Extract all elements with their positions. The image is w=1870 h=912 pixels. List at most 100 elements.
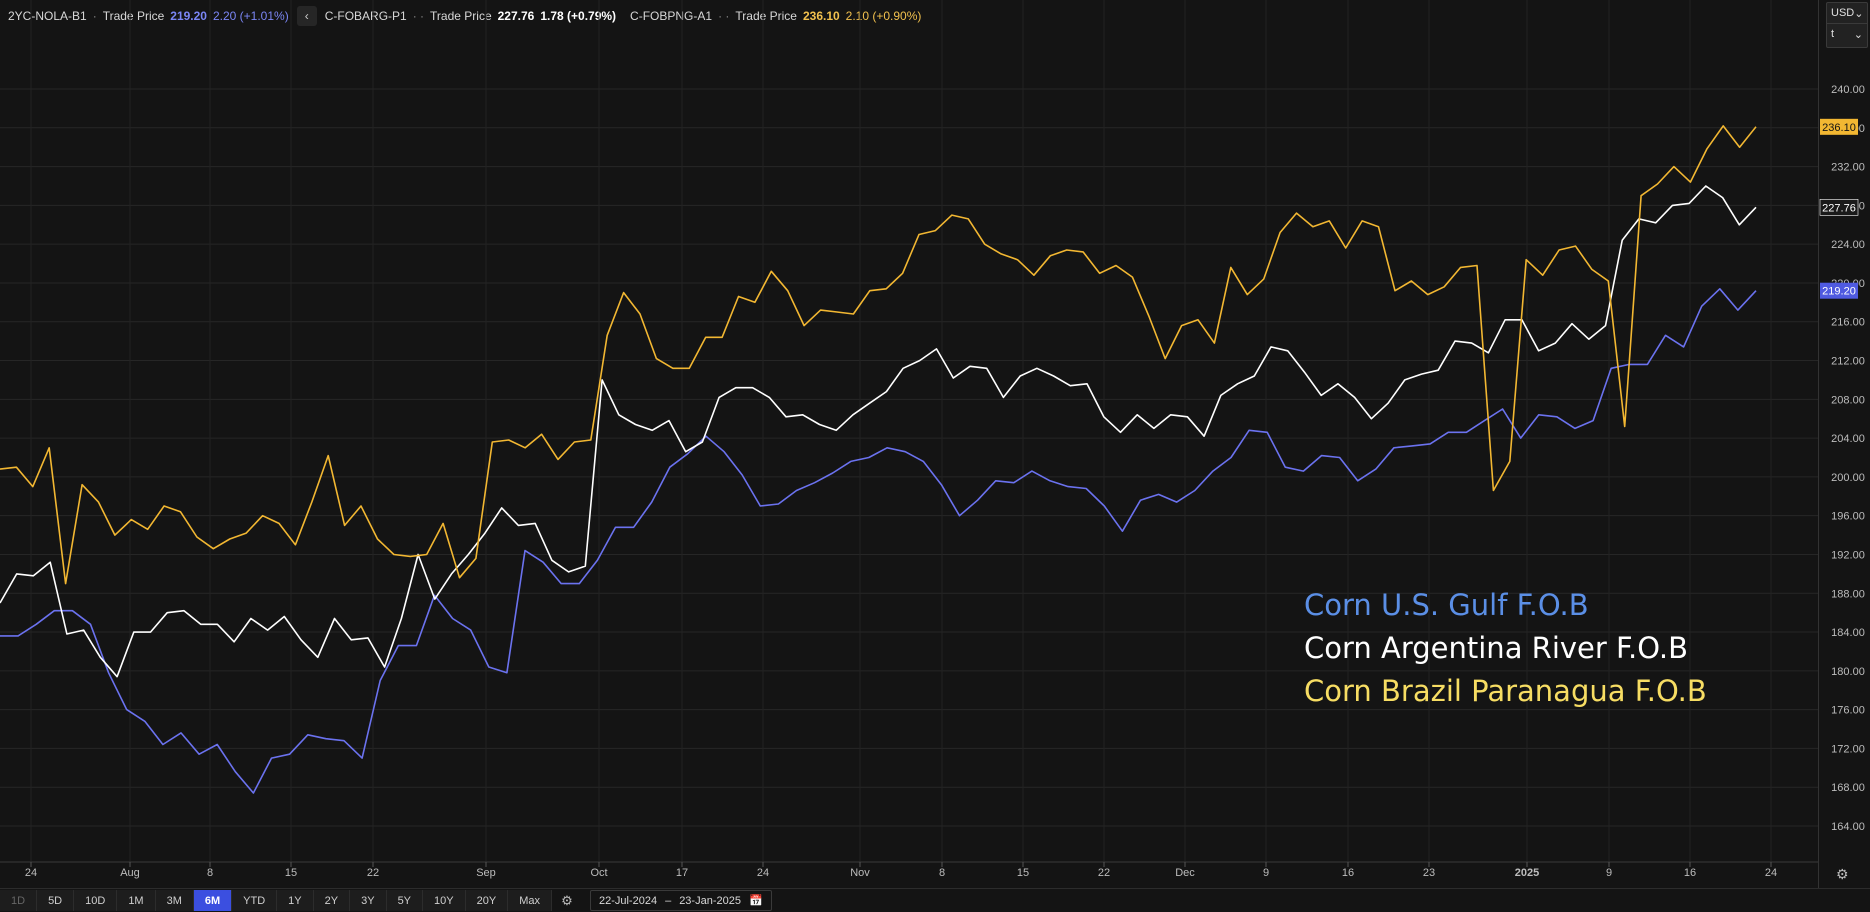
currency-selector[interactable]: USD ⌄ t ⌄ — [1826, 2, 1868, 48]
x-tick-label: Sep — [476, 867, 496, 879]
y-tick-label: 168.00 — [1831, 782, 1865, 794]
range-button-3y[interactable]: 3Y — [350, 890, 387, 911]
range-button-1y[interactable]: 1Y — [277, 890, 314, 911]
x-tick-label: 22 — [367, 867, 379, 879]
legend-price: 227.76 — [497, 9, 535, 23]
last-price-label: 219.20 — [1822, 286, 1856, 298]
last-price-label: 227.76 — [1822, 202, 1856, 214]
x-tick-label: Nov — [850, 867, 870, 879]
gear-icon[interactable]: ⚙ — [1836, 866, 1849, 882]
y-tick-label: 164.00 — [1831, 821, 1865, 833]
last-price-badge — [1820, 118, 1858, 135]
legend-item-brazil[interactable]: C-FOBPNG-A1 · · Trade Price 236.10 2.10 … — [616, 9, 921, 23]
x-tick-label: 15 — [1017, 867, 1029, 879]
y-tick-label: 196.00 — [1831, 511, 1865, 523]
x-tick-label: 9 — [1606, 867, 1612, 879]
x-tick-label: 22 — [1098, 867, 1110, 879]
range-button-ytd[interactable]: YTD — [232, 890, 278, 911]
legend-price: 236.10 — [802, 9, 840, 23]
x-tick-label: 23 — [1423, 867, 1435, 879]
series-line-c-fobpng-a1 — [0, 125, 1757, 585]
y-axis: 164.00 168.00 172.00 176.00 180.00 184.00 188.… — [1831, 84, 1865, 833]
legend-label: Trade Price — [430, 9, 492, 23]
date-from: 22-Jul-2024 — [598, 894, 658, 907]
y-tick-label: 224.00 — [1831, 239, 1865, 251]
y-tick-label: 176.00 — [1831, 705, 1865, 717]
y-tick-label: 200.00 — [1831, 472, 1865, 484]
y-tick-label: 192.00 — [1831, 549, 1865, 561]
range-button-5y[interactable]: 5Y — [386, 890, 424, 911]
last-price-labels: 219.20 227.76 236.10 — [1819, 118, 1859, 299]
last-price-label: 236.10 — [1822, 122, 1856, 134]
last-price-badge — [1819, 199, 1859, 216]
series-layer — [0, 125, 1757, 794]
date-separator: – — [665, 894, 672, 907]
y-tick-label: 216.00 — [1831, 317, 1865, 329]
last-price-badge — [1820, 282, 1858, 299]
y-tick-label: 184.00 — [1831, 627, 1865, 639]
series-legend-bar: 2YC-NOLA-B1 · Trade Price 219.20 2.20 (+… — [0, 0, 1870, 32]
date-to: 23-Jan-2025 — [679, 894, 741, 907]
x-tick-label: 9 — [1263, 867, 1269, 879]
x-tick-label: 8 — [207, 867, 213, 879]
y-tick-label: 240.00 — [1831, 84, 1865, 96]
chevron-down-icon: ⌄ — [1853, 28, 1863, 41]
legend-label: Trade Price — [735, 9, 797, 23]
x-tick-label: 24 — [25, 867, 37, 879]
x-tick-label: 24 — [1765, 867, 1777, 879]
gear-icon[interactable]: ⚙ — [561, 892, 573, 908]
range-button-2y[interactable]: 2Y — [313, 890, 351, 911]
legend-separator: · · — [718, 9, 730, 23]
series-line-c-fobarg-p1 — [0, 185, 1757, 678]
date-range-picker[interactable]: 22-Jul-2024 – 23-Jan-2025 📅 — [589, 890, 772, 911]
legend-change: 2.10 (+0.90%) — [845, 9, 922, 23]
range-button-3m[interactable]: 3M — [155, 890, 194, 911]
annotation-argentina: Corn Argentina River F.O.B — [1304, 631, 1689, 665]
y-tick-label: 232.00 — [1831, 162, 1865, 174]
legend-separator: · — [92, 9, 97, 23]
range-button-max[interactable]: Max — [508, 890, 552, 911]
currency-label: USD — [1831, 7, 1855, 19]
range-buttons: 1D 5D 10D 1M 3M 6M YTD 1Y 2Y 3Y 5Y 10Y 20Y Max — [0, 890, 552, 911]
legend-change: 1.78 (+0.79%) — [540, 9, 617, 23]
y-tick-label: 180.00 — [1831, 666, 1865, 678]
y-tick-label: 212.00 — [1831, 356, 1865, 368]
range-button-6m[interactable]: 6M — [193, 890, 233, 911]
x-tick-label: 24 — [757, 867, 769, 879]
x-tick-label: 16 — [1684, 867, 1696, 879]
legend-symbol: C-FOBARG-P1 — [324, 9, 407, 23]
range-button-20y[interactable]: 20Y — [465, 890, 509, 911]
currency-row[interactable]: USD ⌄ — [1827, 3, 1867, 23]
range-button-1d[interactable]: 1D — [0, 890, 38, 911]
chevron-down-icon: ⌄ — [1854, 7, 1864, 20]
y-tick-label: 188.00 — [1831, 588, 1865, 600]
x-tick-label: Oct — [590, 867, 607, 879]
range-button-5d[interactable]: 5D — [37, 890, 75, 911]
x-tick-label: Dec — [1175, 867, 1195, 879]
legend-item-argentina[interactable]: C-FOBARG-P1 · · Trade Price 227.76 1.78 … — [317, 9, 616, 23]
range-button-10y[interactable]: 10Y — [423, 890, 466, 911]
legend-symbol: 2YC-NOLA-B1 — [8, 9, 87, 23]
unit-label: t — [1831, 28, 1835, 40]
range-button-1m[interactable]: 1M — [117, 890, 156, 911]
chart-grid — [0, 0, 1818, 862]
legend-price: 219.20 — [170, 9, 207, 23]
x-tick-label: 17 — [676, 867, 688, 879]
x-tick-label: 8 — [939, 867, 945, 879]
y-tick-label: 208.00 — [1831, 394, 1865, 406]
unit-row[interactable]: t ⌄ — [1827, 23, 1867, 44]
y-tick-label: 204.00 — [1831, 433, 1865, 445]
legend-item-us-gulf[interactable]: 2YC-NOLA-B1 · Trade Price 219.20 2.20 (+… — [0, 9, 289, 23]
x-axis: 24 Aug 8 15 22 Sep Oct 17 24 Nov 8 15 22 Dec 9 16 23 2025… — [25, 862, 1777, 879]
range-button-10d[interactable]: 10D — [74, 890, 118, 911]
range-toolbar: 1D 5D 10D 1M 3M 6M YTD 1Y 2Y 3Y 5Y 10Y 20Y Max ⚙ 22-J… — [0, 888, 1870, 912]
calendar-icon: 📅 — [748, 895, 763, 907]
annotation-us-gulf: Corn U.S. Gulf F.O.B — [1304, 588, 1589, 622]
x-tick-label: 15 — [285, 867, 297, 879]
series-line-2yc-nola-b1 — [0, 288, 1757, 794]
legend-label: Trade Price — [102, 9, 165, 23]
chevron-left-icon[interactable]: ‹ — [296, 6, 317, 26]
x-tick-label: Aug — [120, 867, 140, 879]
price-chart[interactable]: 164.00 168.00 172.00 176.00 180.00 184.00 188.… — [0, 0, 1870, 888]
annotation-brazil: Corn Brazil Paranagua F.O.B — [1304, 674, 1707, 708]
